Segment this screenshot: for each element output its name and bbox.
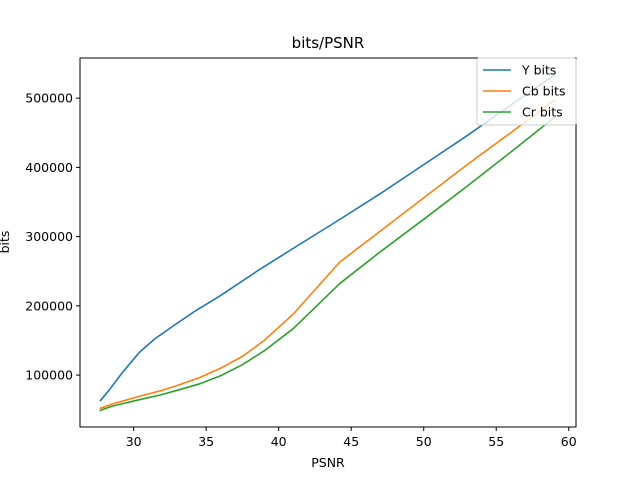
axes-frame bbox=[79, 57, 577, 428]
y-axis-label: bits bbox=[0, 231, 12, 254]
x-axis-label: PSNR bbox=[311, 455, 345, 470]
x-tick-label: 50 bbox=[416, 434, 432, 449]
series-line-y-bits bbox=[99, 74, 556, 402]
x-tick-label: 40 bbox=[271, 434, 287, 449]
legend-box bbox=[476, 57, 577, 126]
legend-label-cr-bits: Cr bits bbox=[522, 105, 563, 120]
y-tick-label: 500000 bbox=[25, 91, 73, 106]
legend: Y bits Cb bits Cr bits bbox=[476, 57, 577, 126]
y-tick-label: 300000 bbox=[25, 229, 73, 244]
x-axis: 30 35 40 45 50 55 60 bbox=[126, 427, 577, 449]
chart-title: bits/PSNR bbox=[292, 34, 365, 52]
x-tick-label: 30 bbox=[126, 434, 142, 449]
series-line-cr-bits bbox=[99, 116, 556, 412]
series-layer bbox=[99, 74, 556, 412]
y-tick-label: 400000 bbox=[25, 160, 73, 175]
series-line-cb-bits bbox=[99, 99, 556, 410]
legend-label-cb-bits: Cb bits bbox=[522, 84, 565, 99]
x-tick-label: 60 bbox=[561, 434, 577, 449]
y-tick-label: 200000 bbox=[25, 298, 73, 313]
y-axis: 100000 200000 300000 400000 500000 bbox=[25, 91, 80, 383]
x-tick-label: 35 bbox=[198, 434, 214, 449]
y-tick-label: 100000 bbox=[25, 368, 73, 383]
legend-label-y-bits: Y bits bbox=[521, 63, 556, 78]
x-tick-label: 45 bbox=[343, 434, 359, 449]
x-tick-label: 55 bbox=[488, 434, 504, 449]
